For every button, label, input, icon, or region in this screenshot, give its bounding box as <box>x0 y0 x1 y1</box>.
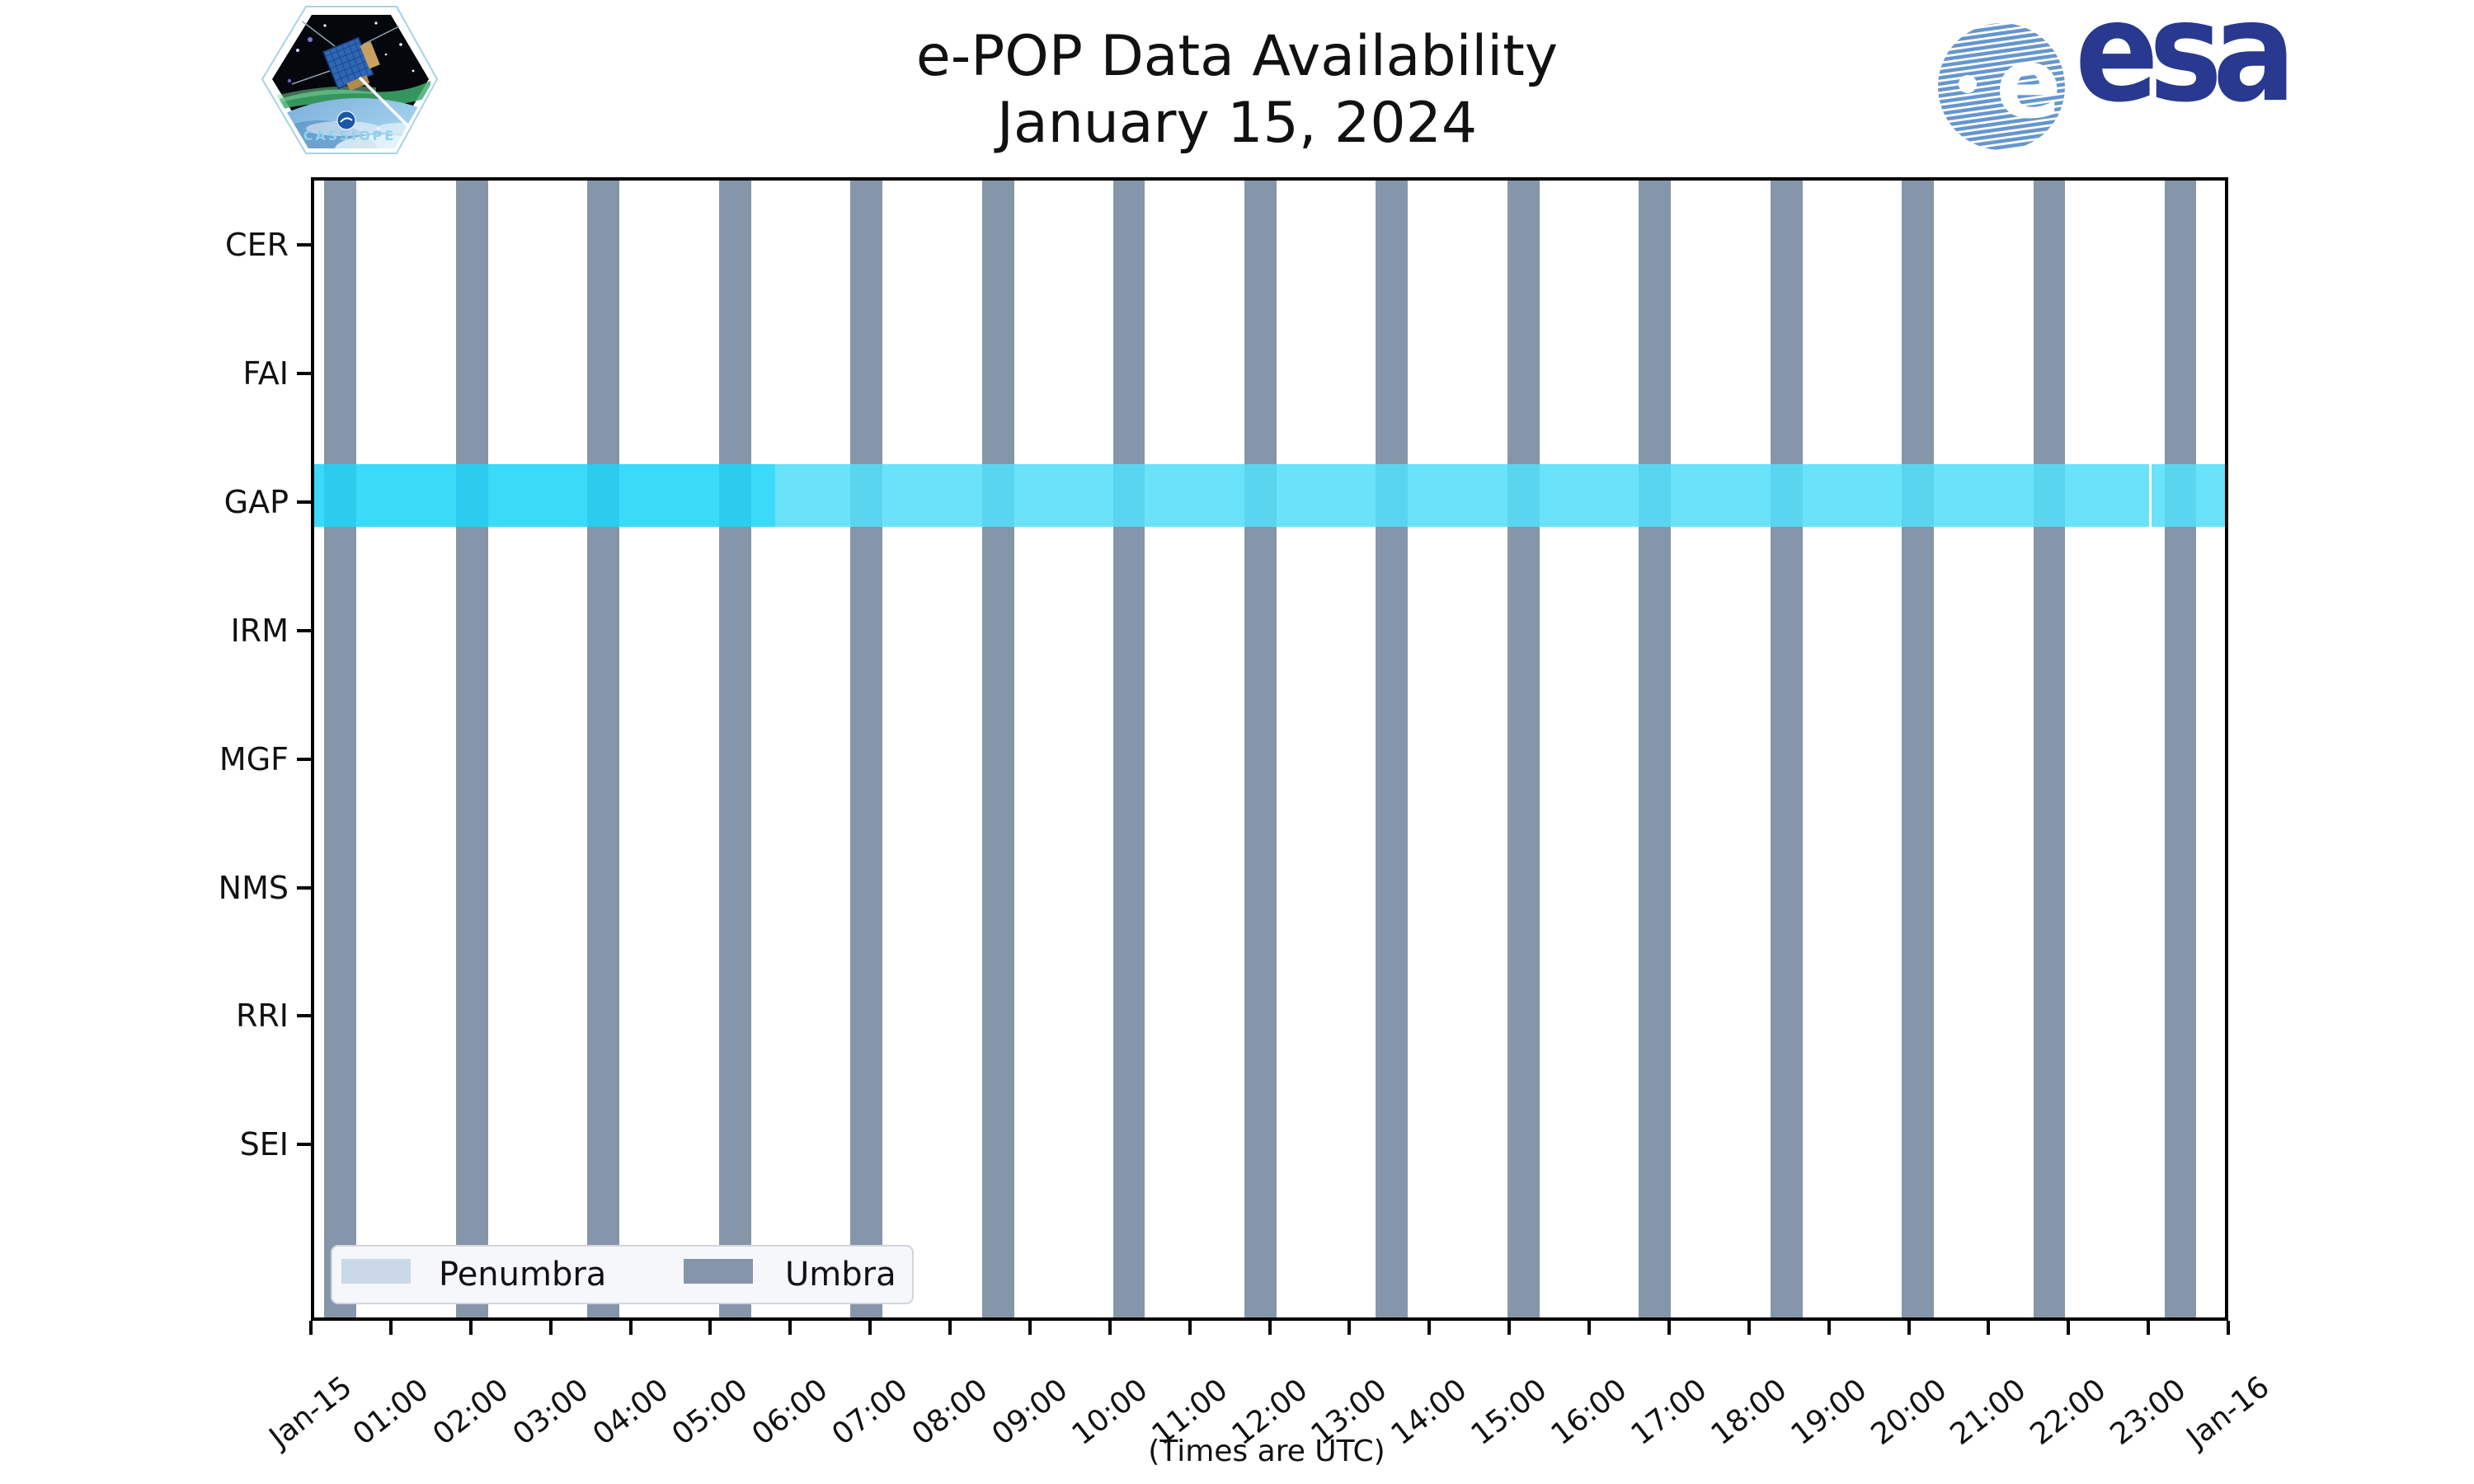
x-tick-mark <box>1348 1321 1352 1335</box>
y-tick-mark <box>297 885 311 890</box>
esa-wordmark: esa <box>2075 0 2296 134</box>
legend-box: Penumbra Umbra <box>331 1245 914 1304</box>
x-axis-caption: (Times are UTC) <box>1148 1435 1385 1468</box>
x-tick-mark <box>2147 1321 2151 1335</box>
gap-availability-segment <box>314 464 775 527</box>
umbra-bar <box>981 181 1014 1317</box>
umbra-bar <box>1901 181 1934 1317</box>
y-tick-label-nms: NMS <box>218 869 289 906</box>
umbra-bar <box>849 181 882 1317</box>
x-tick-mark <box>1268 1321 1272 1335</box>
chart-title-line1: e-POP Data Availability <box>915 24 1559 89</box>
x-tick-mark <box>1028 1321 1032 1335</box>
umbra-bar <box>1112 181 1145 1317</box>
umbra-bar <box>456 181 489 1317</box>
umbra-bar <box>1376 181 1409 1317</box>
x-tick-mark <box>1827 1321 1831 1335</box>
y-tick-label-rri: RRI <box>235 998 289 1035</box>
umbra-bar <box>1639 181 1671 1317</box>
timeline-plot-area <box>311 177 2228 1321</box>
y-tick-mark <box>297 757 311 761</box>
umbra-bar <box>1770 181 1803 1317</box>
cassiope-mission-patch: CASSIOPE <box>261 5 439 155</box>
x-tick-mark <box>2067 1321 2071 1335</box>
y-tick-label-irm: IRM <box>230 612 289 649</box>
x-tick-mark <box>1188 1321 1192 1335</box>
x-tick-mark <box>1667 1321 1671 1335</box>
esa-globe-icon: e <box>1938 23 2065 150</box>
x-tick-mark <box>309 1321 313 1335</box>
x-tick-mark <box>1907 1321 1911 1335</box>
x-tick-mark <box>1507 1321 1512 1335</box>
x-tick-mark <box>1587 1321 1591 1335</box>
chart-title: e-POP Data Availability January 15, 2024 <box>0 23 2474 157</box>
y-tick-mark <box>297 628 311 632</box>
cassiope-patch-graphic: CASSIOPE <box>261 6 439 154</box>
y-tick-label-gap: GAP <box>223 483 289 520</box>
y-tick-mark <box>297 371 311 375</box>
x-tick-mark <box>948 1321 952 1335</box>
y-tick-label-fai: FAI <box>242 355 289 392</box>
esa-logo: e esa <box>1936 0 2299 153</box>
x-tick-mark <box>628 1321 633 1335</box>
x-tick-mark <box>1747 1321 1751 1335</box>
umbra-bar <box>324 181 357 1317</box>
svg-text:e: e <box>1996 26 2062 140</box>
umbra-bar <box>2164 181 2197 1317</box>
y-tick-mark <box>297 1014 311 1018</box>
y-tick-mark <box>297 243 311 247</box>
x-tick-mark <box>1987 1321 1991 1335</box>
legend-label-penumbra: Penumbra <box>439 1256 607 1294</box>
y-tick-label-mgf: MGF <box>219 740 289 777</box>
x-tick-mark <box>1427 1321 1432 1335</box>
x-tick-mark <box>548 1321 553 1335</box>
x-tick-mark <box>788 1321 793 1335</box>
legend-label-umbra: Umbra <box>785 1256 896 1294</box>
umbra-bar <box>2033 181 2066 1317</box>
x-tick-mark <box>708 1321 713 1335</box>
x-tick-mark <box>388 1321 393 1335</box>
umbra-bar <box>587 181 619 1317</box>
chart-title-line2: January 15, 2024 <box>996 91 1478 156</box>
legend-swatch-penumbra <box>341 1259 411 1284</box>
y-tick-label-sei: SEI <box>239 1126 289 1163</box>
x-tick-mark <box>1108 1321 1112 1335</box>
x-tick-mark <box>2227 1321 2230 1335</box>
x-tick-mark <box>868 1321 872 1335</box>
cassiope-label: CASSIOPE <box>303 128 397 143</box>
umbra-bar <box>719 181 751 1317</box>
umbra-bar <box>1507 181 1540 1317</box>
gap-availability-segment <box>774 464 2150 527</box>
y-tick-mark <box>297 1143 311 1147</box>
legend-swatch-umbra <box>684 1259 753 1284</box>
umbra-bar <box>1244 181 1277 1317</box>
y-tick-mark <box>297 500 311 504</box>
y-tick-label-cer: CER <box>225 227 289 263</box>
gap-availability-segment <box>2152 464 2225 527</box>
x-tick-mark <box>468 1321 473 1335</box>
